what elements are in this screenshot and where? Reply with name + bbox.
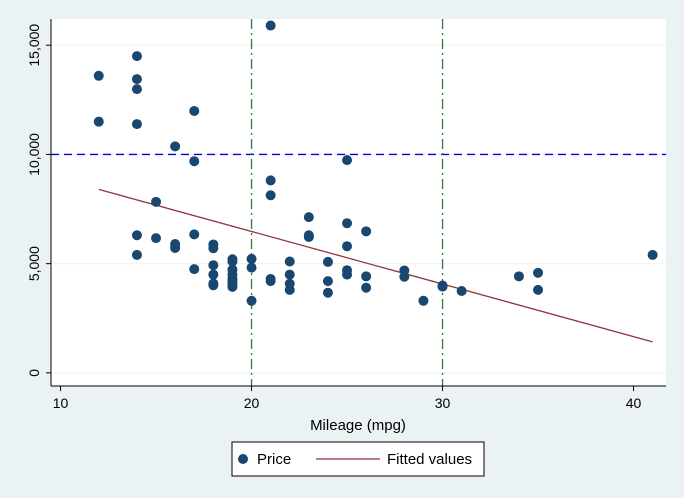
price-point (322, 287, 333, 298)
price-point (418, 295, 429, 306)
tick-marks: 0 5,000 10,000 15,000 10 20 30 40 (26, 24, 642, 411)
price-point (131, 51, 142, 62)
price-point (151, 196, 162, 207)
legend-fitted-values-label: Fitted values (387, 451, 472, 468)
price-point (303, 232, 314, 243)
price-point (189, 105, 200, 116)
x-tick-label: 40 (626, 395, 642, 411)
price-point (322, 276, 333, 287)
price-point (131, 230, 142, 241)
reference-lines (51, 19, 666, 386)
price-point (189, 156, 200, 167)
legend-price-label: Price (257, 451, 291, 468)
x-tick-label: 10 (53, 395, 69, 411)
y-tick-label: 5,000 (26, 246, 42, 281)
price-point (265, 276, 276, 287)
price-point (342, 218, 353, 229)
price-point (284, 269, 295, 280)
price-point (208, 243, 219, 254)
plot-area (51, 19, 666, 386)
fitted-line-layer (98, 188, 653, 343)
fitted-values-line (98, 188, 653, 343)
price-point (93, 116, 104, 127)
price-point (533, 267, 544, 278)
price-point (246, 262, 257, 273)
price-point (131, 249, 142, 260)
y-tick-label: 10,000 (26, 133, 42, 176)
data-points (93, 20, 658, 306)
price-point (246, 295, 257, 306)
y-tick-label: 0 (26, 369, 42, 377)
price-point (131, 119, 142, 130)
price-point (342, 241, 353, 252)
price-point (227, 256, 238, 267)
grid-lines (51, 44, 666, 374)
price-point (342, 155, 353, 166)
price-point (131, 84, 142, 95)
price-point (322, 256, 333, 267)
x-axis-title: Mileage (mpg) (310, 417, 406, 434)
x-tick-label: 30 (435, 395, 451, 411)
price-point (208, 260, 219, 271)
price-point (533, 284, 544, 295)
axes (50, 19, 666, 387)
price-point (131, 74, 142, 85)
price-point (189, 264, 200, 275)
price-point (93, 70, 104, 81)
price-point (189, 229, 200, 240)
price-point (399, 271, 410, 282)
price-point (151, 233, 162, 244)
price-point (170, 141, 181, 152)
price-point (361, 226, 372, 237)
price-point (208, 280, 219, 291)
price-point (284, 284, 295, 295)
y-tick-label: 15,000 (26, 24, 42, 67)
price-point (361, 282, 372, 293)
price-point (361, 271, 372, 282)
price-point (342, 269, 353, 280)
price-point (265, 20, 276, 31)
price-point (170, 242, 181, 253)
price-point (265, 175, 276, 186)
price-point (265, 190, 276, 201)
legend: Price Fitted values (231, 441, 485, 477)
price-point (303, 212, 314, 223)
price-point (227, 281, 238, 292)
price-point (208, 269, 219, 280)
price-point (246, 253, 257, 264)
price-point (284, 256, 295, 267)
price-point (456, 285, 467, 296)
price-point (513, 271, 524, 282)
x-tick-label: 20 (244, 395, 260, 411)
price-point (437, 281, 448, 292)
legend-price-marker (238, 454, 248, 464)
price-point (647, 249, 658, 260)
